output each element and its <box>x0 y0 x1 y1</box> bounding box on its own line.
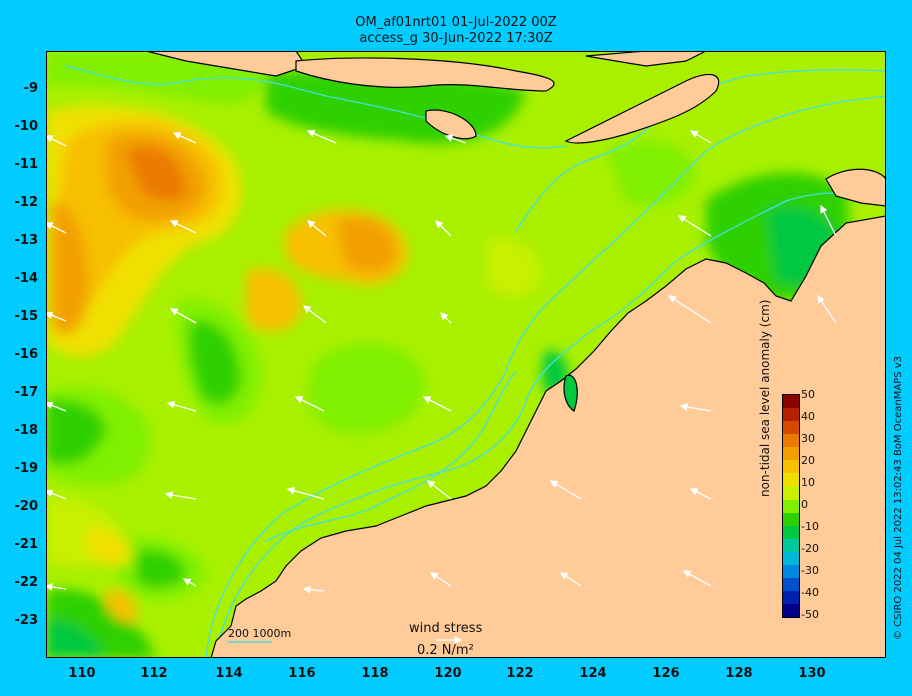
colorbar-tick: -40 <box>801 586 819 599</box>
colorbar-swatch <box>783 564 799 578</box>
wind-legend-value: 0.2 N/m² <box>417 643 474 658</box>
x-tick: 126 <box>652 666 680 681</box>
x-tick: 122 <box>506 666 534 681</box>
colorbar-swatch <box>783 408 799 422</box>
y-tick: -23 <box>14 613 39 628</box>
map-title-line2: access_g 30-Jun-2022 17:30Z <box>359 31 553 46</box>
x-tick: 130 <box>798 666 826 681</box>
x-tick: 110 <box>68 666 96 681</box>
x-tick: 128 <box>725 666 753 681</box>
colorbar-swatch <box>783 590 799 604</box>
y-tick: -17 <box>14 385 39 400</box>
colorbar-swatch <box>783 434 799 448</box>
y-tick: -22 <box>14 575 39 590</box>
y-tick: -21 <box>14 537 39 552</box>
colorbar-swatch <box>783 395 799 409</box>
colorbar-swatch <box>783 604 799 618</box>
x-tick: 118 <box>361 666 389 681</box>
peninsula-dampier <box>563 374 578 412</box>
colorbar-tick: 10 <box>801 476 815 489</box>
colorbar-tick: -30 <box>801 564 819 577</box>
credit-text: © CSIRO 2022 04 Jul 2022 13:02:43 BoM Oc… <box>893 355 904 640</box>
colorbar-swatch <box>783 577 799 591</box>
island-chain-north <box>145 51 307 77</box>
colorbar-tick: -10 <box>801 520 819 533</box>
australia-mainland <box>210 215 886 658</box>
colorbar-swatch <box>783 538 799 552</box>
colorbar-swatch <box>783 525 799 539</box>
y-tick: -12 <box>14 195 39 210</box>
y-tick: -20 <box>14 499 39 514</box>
wind-legend-title: wind stress <box>409 621 483 636</box>
y-tick: -18 <box>14 423 39 438</box>
island-timor <box>564 73 720 144</box>
land <box>145 51 886 658</box>
colorbar-title: non-tidal sea level anomaly (cm) <box>758 299 772 497</box>
y-tick: -16 <box>14 347 39 362</box>
colorbar-tick: -20 <box>801 542 819 555</box>
sea-level-map <box>46 51 886 658</box>
island-flores <box>295 57 555 92</box>
x-tick: 124 <box>579 666 607 681</box>
y-tick: -9 <box>23 81 38 96</box>
colorbar-swatch <box>783 421 799 435</box>
y-tick: -14 <box>14 271 39 286</box>
colorbar-tick: 20 <box>801 454 815 467</box>
colorbar-tick: 30 <box>801 432 815 445</box>
x-tick: 114 <box>215 666 243 681</box>
colorbar-swatch <box>783 512 799 526</box>
bathymetry-legend-label: 200 1000m <box>228 627 292 640</box>
colorbar-swatch <box>783 551 799 565</box>
colorbar-swatch <box>783 460 799 474</box>
colorbar-tick: 0 <box>801 498 808 511</box>
island-sumba <box>425 109 477 140</box>
colorbar-swatch <box>783 473 799 487</box>
colorbar-tick: 50 <box>801 388 815 401</box>
y-tick: -15 <box>14 309 39 324</box>
colorbar-tick: -50 <box>801 608 819 621</box>
y-tick: -10 <box>14 119 39 134</box>
colorbar-swatch <box>783 486 799 500</box>
x-tick: 120 <box>434 666 462 681</box>
x-tick: 112 <box>140 666 168 681</box>
cape-arnhem <box>825 168 886 207</box>
colorbar-tick: 40 <box>801 410 815 423</box>
colorbar <box>782 394 800 618</box>
wind-arrows <box>46 129 837 594</box>
x-tick: 116 <box>288 666 316 681</box>
map-title-line1: OM_af01nrt01 01-Jul-2022 00Z <box>355 15 557 30</box>
bathymetry-contours <box>65 65 886 658</box>
y-tick: -11 <box>14 157 39 172</box>
colorbar-swatch <box>783 499 799 513</box>
y-tick: -19 <box>14 461 39 476</box>
colorbar-swatch <box>783 447 799 461</box>
y-tick: -13 <box>14 233 39 248</box>
